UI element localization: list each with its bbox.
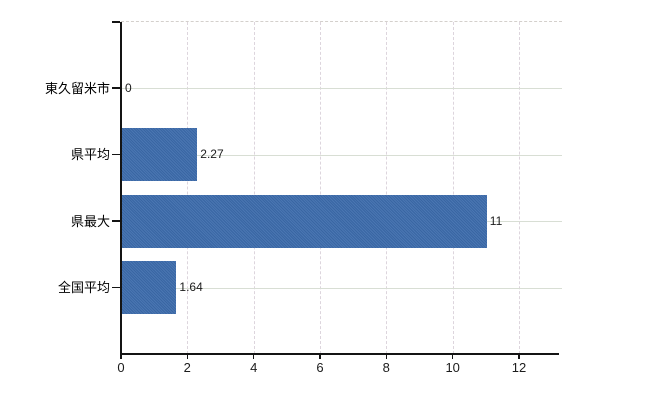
x-axis-line (121, 353, 559, 355)
category-label: 県平均 (70, 147, 110, 163)
x-axis-tick (186, 355, 189, 359)
x-axis-tick-label: 0 (117, 360, 125, 375)
x-axis-tick-label: 8 (382, 360, 390, 375)
bar (122, 194, 487, 248)
bar (122, 261, 177, 315)
value-label: 2.27 (200, 147, 224, 162)
x-axis-tick-label: 2 (183, 360, 191, 375)
x-axis-tick-label: 12 (511, 360, 527, 375)
x-axis-tick (451, 355, 454, 359)
value-label: 0 (125, 80, 132, 95)
y-axis-tick (112, 21, 120, 23)
gridline-horizontal (122, 287, 562, 289)
gridline-vertical (187, 22, 189, 354)
category-label: 全国平均 (57, 280, 110, 296)
x-axis-tick (518, 355, 520, 359)
value-label: 11 (489, 213, 503, 228)
gridline-vertical (519, 22, 520, 354)
gridline-horizontal (122, 88, 562, 90)
plot-top-border (121, 21, 562, 22)
x-axis-tick (319, 355, 321, 359)
category-label: 県最大 (70, 213, 110, 229)
x-axis-tick-label: 10 (445, 360, 460, 375)
y-axis-tick (112, 87, 120, 89)
x-axis-tick (385, 355, 388, 359)
y-axis-line (120, 22, 122, 358)
bar (122, 128, 198, 182)
x-axis-tick-label: 6 (316, 360, 324, 375)
x-axis-tick-label: 4 (250, 360, 258, 375)
category-label: 東久留米市 (44, 80, 110, 96)
value-label: 1.64 (179, 280, 203, 295)
y-axis-tick (112, 286, 120, 289)
gridline-vertical (320, 22, 321, 354)
x-axis-tick (252, 355, 255, 359)
gridline-vertical (452, 22, 454, 354)
gridline-horizontal (122, 154, 562, 156)
gridline-vertical (386, 22, 388, 354)
y-axis-tick (112, 220, 120, 222)
gridline-vertical (253, 22, 255, 354)
y-axis-tick (112, 153, 120, 156)
